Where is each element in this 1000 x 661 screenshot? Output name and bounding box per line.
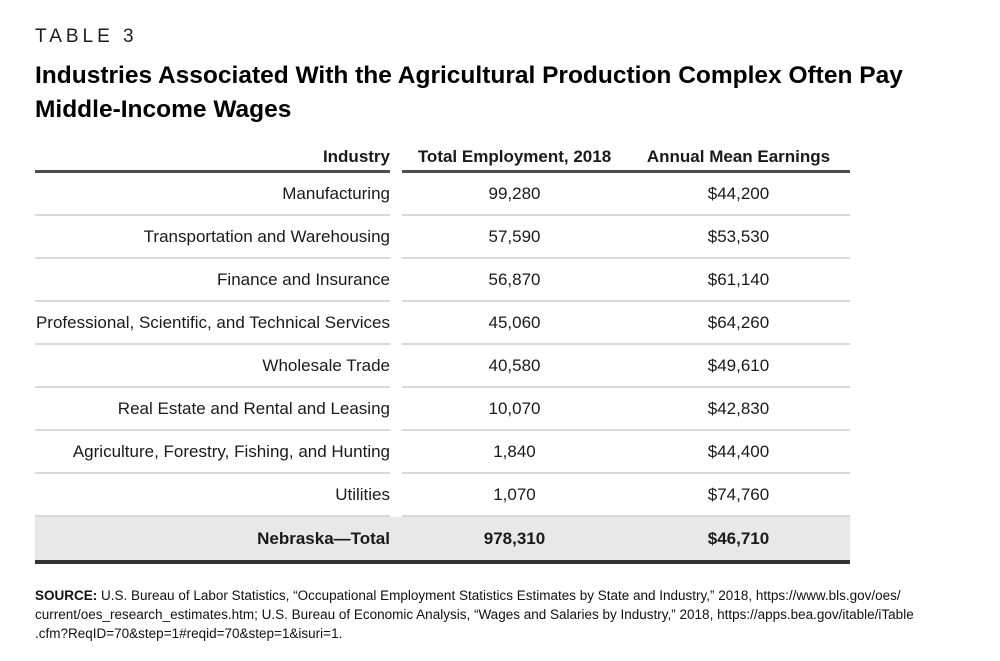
cell-industry: Professional, Scientific, and Technical … <box>35 302 390 345</box>
cell-industry: Utilities <box>35 474 390 517</box>
row-values: 10,070 $42,830 <box>402 388 850 431</box>
source-line: SOURCE: U.S. Bureau of Labor Statistics,… <box>35 586 980 605</box>
cell-earnings: $61,140 <box>707 269 770 289</box>
cell-industry: Agriculture, Forestry, Fishing, and Hunt… <box>35 431 390 474</box>
table-kicker: TABLE 3 <box>35 26 138 47</box>
column-gap <box>390 302 402 345</box>
table-title: Industries Associated With the Agricultu… <box>35 59 965 127</box>
column-gap <box>390 144 402 173</box>
column-gap <box>390 517 402 560</box>
cell-total-earnings: $46,710 <box>707 528 770 548</box>
cell-industry: Transportation and Warehousing <box>35 216 390 259</box>
table-row: Utilities 1,070 $74,760 <box>35 474 850 517</box>
row-values: 57,590 $53,530 <box>402 216 850 259</box>
cell-earnings: $53,530 <box>707 226 770 246</box>
cell-employment: 45,060 <box>488 312 541 332</box>
cell-industry: Manufacturing <box>35 173 390 216</box>
cell-employment: 1,070 <box>493 484 536 504</box>
row-values: 45,060 $64,260 <box>402 302 850 345</box>
column-header-industry: Industry <box>35 144 390 173</box>
column-gap <box>390 474 402 517</box>
source-note: SOURCE: U.S. Bureau of Labor Statistics,… <box>35 586 980 643</box>
column-gap <box>390 259 402 302</box>
column-gap <box>390 431 402 474</box>
table-title-line2: Middle-Income Wages <box>35 96 292 123</box>
row-values: 1,070 $74,760 <box>402 474 850 517</box>
data-table: Industry Total Employment, 2018 Annual M… <box>35 144 850 564</box>
cell-employment: 10,070 <box>488 398 541 418</box>
row-values: 978,310 $46,710 <box>402 517 850 560</box>
table-row: Professional, Scientific, and Technical … <box>35 302 850 345</box>
table-row: Finance and Insurance 56,870 $61,140 <box>35 259 850 302</box>
column-header-earnings: Annual Mean Earnings <box>646 147 831 166</box>
source-line: .cfm?ReqID=70&step=1#reqid=70&step=1&isu… <box>35 626 343 641</box>
row-values: 56,870 $61,140 <box>402 259 850 302</box>
column-gap <box>390 216 402 259</box>
source-line: current/oes_research_estimates.htm; U.S.… <box>35 607 914 622</box>
cell-earnings: $74,760 <box>707 484 770 504</box>
cell-earnings: $44,200 <box>707 183 770 203</box>
row-values: 1,840 $44,400 <box>402 431 850 474</box>
cell-industry: Wholesale Trade <box>35 345 390 388</box>
source-label: SOURCE: <box>35 588 98 603</box>
cell-earnings: $64,260 <box>707 312 770 332</box>
table-title-line1: Industries Associated With the Agricultu… <box>35 62 903 89</box>
report-page: TABLE 3 Industries Associated With the A… <box>35 26 980 643</box>
table-row: Transportation and Warehousing 57,590 $5… <box>35 216 850 259</box>
column-gap <box>390 345 402 388</box>
table-header-row: Industry Total Employment, 2018 Annual M… <box>35 144 850 173</box>
cell-employment: 57,590 <box>488 226 541 246</box>
row-values: 40,580 $49,610 <box>402 345 850 388</box>
cell-earnings: $42,830 <box>707 398 770 418</box>
cell-industry: Finance and Insurance <box>35 259 390 302</box>
cell-total-employment: 978,310 <box>483 528 546 548</box>
column-gap <box>390 173 402 216</box>
cell-earnings: $44,400 <box>707 441 770 461</box>
column-header-employment: Total Employment, 2018 <box>417 147 612 166</box>
cell-earnings: $49,610 <box>707 355 770 375</box>
cell-employment: 56,870 <box>488 269 541 289</box>
table-row: Agriculture, Forestry, Fishing, and Hunt… <box>35 431 850 474</box>
cell-employment: 99,280 <box>488 183 541 203</box>
source-text: U.S. Bureau of Labor Statistics, “Occupa… <box>101 588 901 603</box>
cell-total-label: Nebraska—Total <box>257 528 390 548</box>
cell-industry: Real Estate and Rental and Leasing <box>35 388 390 431</box>
header-values-group: Total Employment, 2018 Annual Mean Earni… <box>402 144 850 173</box>
table-row: Real Estate and Rental and Leasing 10,07… <box>35 388 850 431</box>
cell-employment: 1,840 <box>493 441 536 461</box>
table-total-row: Nebraska—Total 978,310 $46,710 <box>35 517 850 564</box>
table-row: Wholesale Trade 40,580 $49,610 <box>35 345 850 388</box>
cell-employment: 40,580 <box>488 355 541 375</box>
row-values: 99,280 $44,200 <box>402 173 850 216</box>
column-gap <box>390 388 402 431</box>
table-row: Manufacturing 99,280 $44,200 <box>35 173 850 216</box>
